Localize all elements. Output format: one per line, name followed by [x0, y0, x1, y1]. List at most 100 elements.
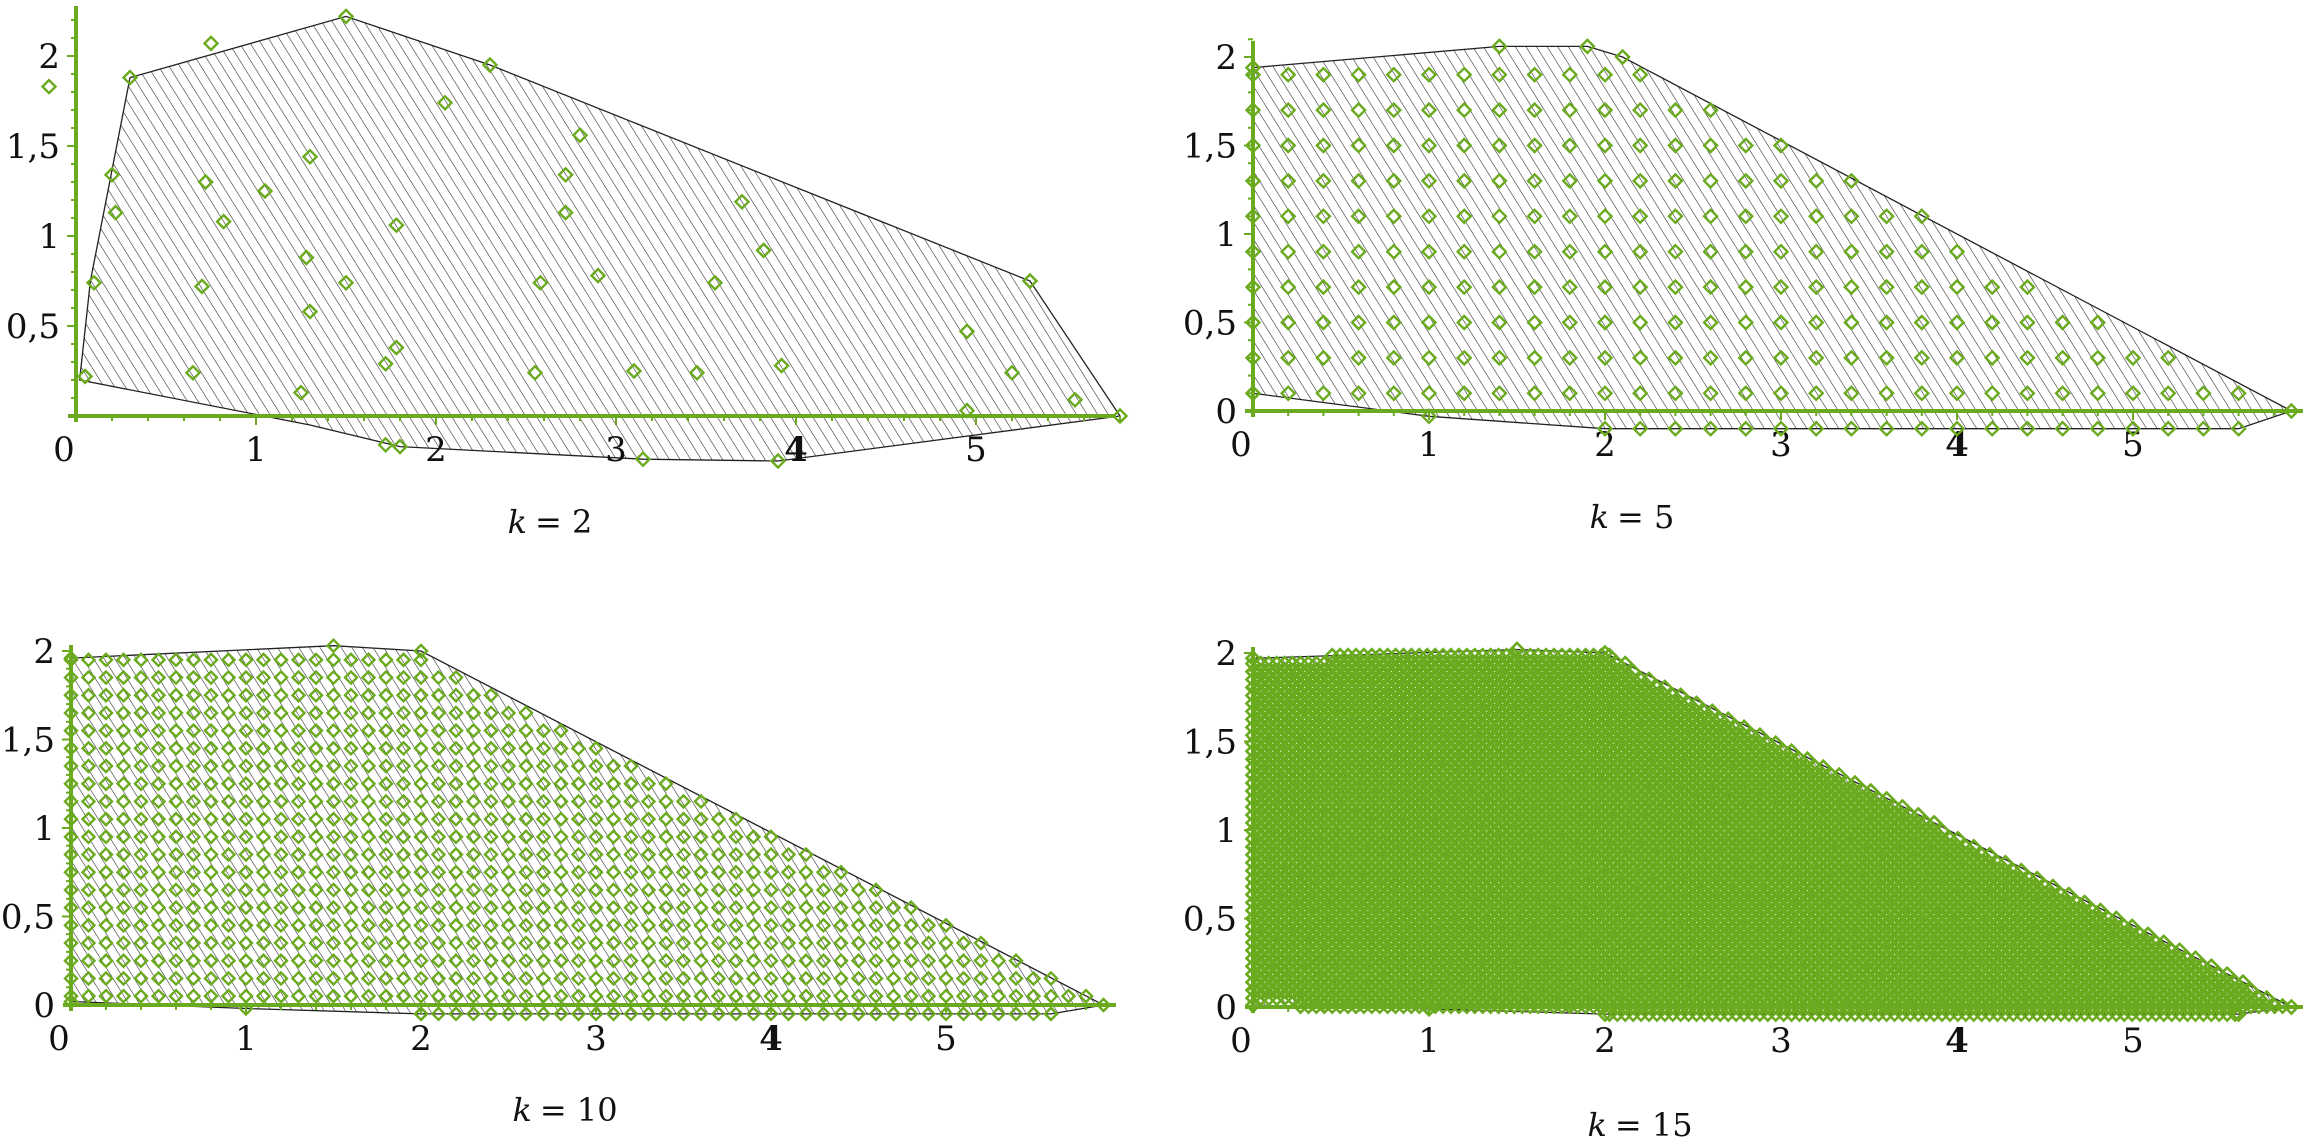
data-point [605, 864, 622, 880]
data-point [868, 970, 884, 987]
data-point [343, 988, 359, 1004]
data-point [850, 935, 867, 951]
data-point [658, 811, 674, 827]
data-point [448, 687, 464, 703]
data-point [535, 988, 552, 1004]
data-point [1751, 726, 1769, 744]
data-point [920, 935, 937, 951]
data-point [448, 811, 464, 827]
data-point [1111, 407, 1129, 425]
data-point [640, 882, 657, 898]
data-point [1656, 679, 1674, 696]
data-point [395, 652, 412, 668]
data-point [640, 899, 657, 916]
x-tick-label: 3 [585, 1019, 607, 1059]
data-point [518, 776, 534, 792]
data-point [360, 970, 377, 987]
data-point [570, 829, 587, 845]
data-point [588, 953, 604, 969]
data-point [80, 846, 97, 863]
data-point [203, 864, 219, 880]
data-point [675, 899, 692, 916]
data-point [570, 988, 587, 1004]
data-point [1878, 385, 1895, 402]
data-point [290, 970, 307, 987]
data-point [290, 917, 307, 934]
data-point [63, 669, 79, 686]
data-point [255, 740, 272, 757]
data-point [1456, 314, 1473, 331]
data-point [1420, 278, 1438, 296]
data-point [1008, 988, 1024, 1004]
data-point [763, 829, 779, 845]
data-point [815, 917, 832, 934]
data-point [623, 811, 639, 827]
data-point [1003, 364, 1021, 381]
data-point [728, 811, 744, 827]
data-point [1878, 349, 1895, 367]
data-point [203, 970, 219, 987]
data-point [1948, 349, 1966, 367]
data-point [63, 953, 79, 969]
y-tick-label: 2 [1215, 634, 1237, 674]
data-point [1913, 349, 1930, 367]
data-point [80, 793, 97, 810]
data-point [1948, 243, 1966, 260]
x-tick-label: 0 [1230, 425, 1252, 465]
data-point [80, 935, 97, 951]
data-point [920, 970, 937, 987]
data-point [465, 864, 482, 880]
y-tick-label: 0,5 [6, 307, 60, 347]
data-point [413, 882, 429, 898]
data-point [1843, 385, 1860, 402]
data-point [360, 793, 377, 810]
data-point [63, 811, 79, 827]
data-point [63, 793, 79, 810]
data-point [150, 740, 167, 757]
data-point [1772, 278, 1790, 296]
data-point [168, 705, 184, 721]
data-point [1456, 101, 1473, 119]
data-point [203, 758, 219, 774]
data-point [395, 988, 412, 1004]
data-point [1948, 420, 1966, 437]
x-tick-label: 4 [1945, 425, 1969, 465]
data-point [413, 740, 429, 757]
data-point [215, 213, 232, 230]
data-point [185, 687, 202, 703]
data-point [430, 864, 447, 880]
data-point [168, 917, 184, 934]
data-point [640, 811, 657, 827]
data-point [395, 846, 412, 863]
data-point [150, 829, 167, 845]
data-point [203, 829, 219, 845]
data-point [448, 793, 464, 810]
data-point [693, 882, 709, 898]
data-point [220, 776, 237, 792]
data-point [413, 970, 429, 987]
data-point [483, 970, 499, 987]
data-point [532, 274, 549, 291]
data-point [1491, 349, 1508, 367]
data-point [395, 864, 412, 880]
data-point [273, 917, 289, 934]
data-point [833, 882, 849, 898]
data-point [938, 917, 954, 934]
data-point [185, 882, 202, 898]
data-point [1315, 172, 1332, 190]
data-point [710, 882, 727, 898]
data-point [640, 776, 657, 792]
data-point [675, 829, 692, 845]
y-tick-label: 1 [1215, 215, 1237, 255]
data-point [430, 669, 447, 686]
data-point [413, 758, 429, 774]
data-point [220, 740, 237, 757]
data-point [448, 988, 464, 1004]
data-point [1772, 137, 1790, 154]
data-point [1913, 278, 1930, 296]
data-point [63, 899, 79, 916]
data-point [325, 637, 342, 654]
data-point [185, 669, 202, 686]
data-point [80, 829, 97, 845]
data-point [1614, 48, 1631, 66]
